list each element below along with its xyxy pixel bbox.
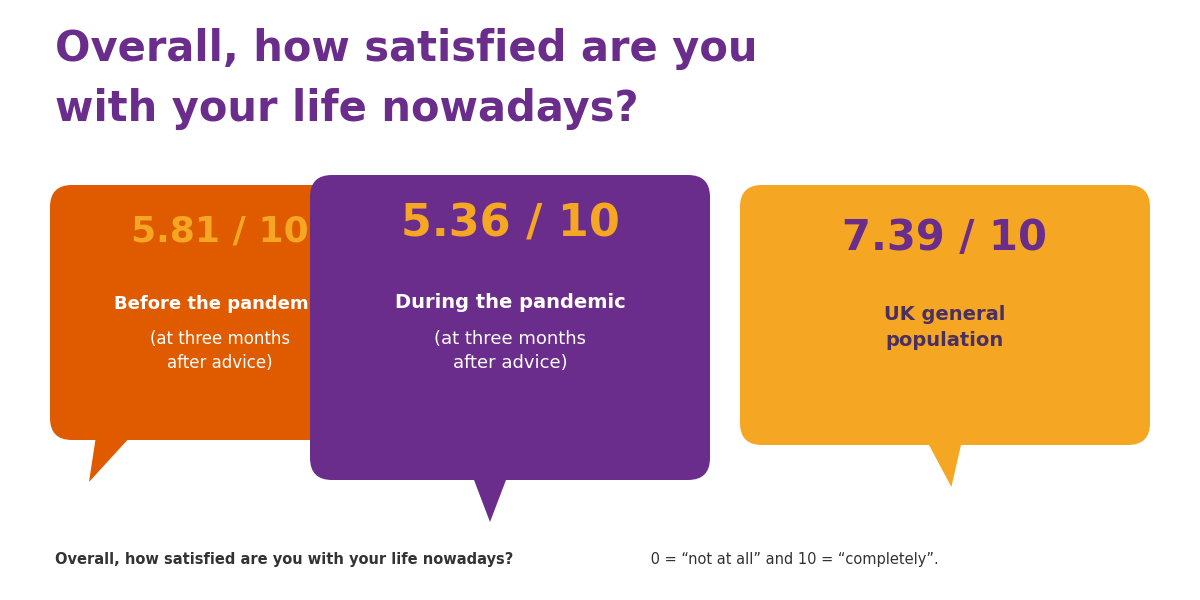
Text: 0 = “not at all” and 10 = “completely”.: 0 = “not at all” and 10 = “completely”. [647,552,940,567]
FancyBboxPatch shape [740,185,1150,445]
FancyBboxPatch shape [50,185,390,440]
Text: Before the pandemic: Before the pandemic [114,295,325,313]
FancyBboxPatch shape [310,175,710,480]
Text: 5.81 / 10: 5.81 / 10 [131,215,308,249]
Text: 7.39 / 10: 7.39 / 10 [842,217,1048,259]
Text: UK general
population: UK general population [884,305,1006,350]
Text: (at three months
after advice): (at three months after advice) [150,330,290,371]
Polygon shape [474,480,506,522]
Polygon shape [89,440,127,482]
Text: 5.36 / 10: 5.36 / 10 [401,203,619,246]
Text: Overall, how satisfied are you with your life nowadays?: Overall, how satisfied are you with your… [55,552,514,567]
Polygon shape [929,445,961,487]
Text: with your life nowadays?: with your life nowadays? [55,88,638,130]
Text: Overall, how satisfied are you: Overall, how satisfied are you [55,28,757,70]
Text: (at three months
after advice): (at three months after advice) [434,330,586,371]
Text: During the pandemic: During the pandemic [395,293,625,312]
